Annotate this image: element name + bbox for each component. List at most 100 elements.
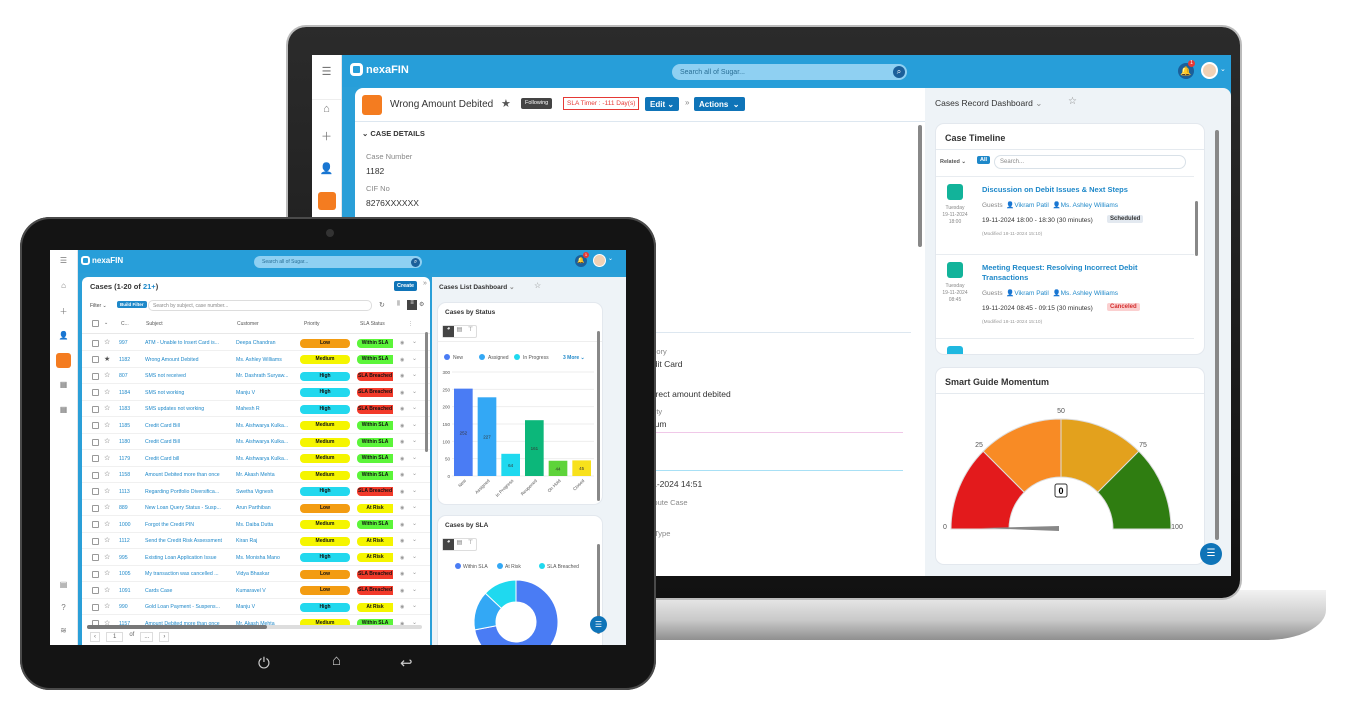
guest-link[interactable]: Ms. Ashley Williams <box>1060 290 1119 297</box>
actions-button[interactable]: Actions ⌄ <box>694 97 745 111</box>
customer-link[interactable]: Arun Parthiban <box>236 505 271 511</box>
row-checkbox[interactable] <box>92 389 99 396</box>
filter-icon[interactable]: ⊤ <box>467 327 474 333</box>
subject-link[interactable]: ATM - Unable to Insert Card is... <box>145 340 219 346</box>
row-checkbox[interactable] <box>92 537 99 545</box>
legend-more-link[interactable]: 3 More ⌄ <box>563 355 585 361</box>
customer-link[interactable]: Manju V <box>236 604 256 610</box>
favorite-star-icon[interactable]: ☆ <box>104 537 111 544</box>
logo[interactable]: nexaFIN <box>81 256 123 265</box>
customer-link[interactable]: Kiran Raj <box>236 538 258 544</box>
customer-link[interactable]: Swetha Vignesh <box>236 488 274 495</box>
case-number-link[interactable]: 1179 <box>119 455 131 462</box>
chevron-down-icon[interactable]: ⌄ <box>412 586 418 593</box>
chevron-down-icon[interactable]: ⌄ <box>412 438 418 444</box>
favorite-star-icon[interactable]: ☆ <box>104 619 111 626</box>
count-link[interactable]: 21+ <box>142 282 156 291</box>
legend-label[interactable]: At Risk <box>505 564 521 570</box>
prev-page-button[interactable]: ‹ <box>90 632 100 642</box>
preview-eye-icon[interactable]: ◉ <box>400 554 405 561</box>
row-checkbox[interactable] <box>92 405 99 413</box>
customer-link[interactable]: Ms. Aishwarya Kulka... <box>236 455 289 462</box>
bell-icon[interactable]: 🔔 <box>1178 63 1194 79</box>
grid-icon[interactable]: ▦ <box>59 405 68 414</box>
search-icon[interactable]: ⌕ <box>411 257 420 267</box>
customer-link[interactable]: Ms. Aishwarya Kulka... <box>236 422 289 429</box>
favorite-star-icon[interactable]: ☆ <box>104 487 111 495</box>
case-number-link[interactable]: 1180 <box>119 439 131 445</box>
row-checkbox[interactable] <box>92 471 99 479</box>
star-icon[interactable]: ☆ <box>534 281 542 290</box>
settings-icon[interactable]: ⚙ <box>419 302 425 308</box>
table-row[interactable]: ☆ 990 Gold Loan Payment - Suspens... Man… <box>82 599 430 615</box>
chevron-down-icon[interactable]: ⌄ <box>412 537 418 543</box>
dashboard-title[interactable]: Cases Record Dashboard ⌄ <box>935 98 1043 108</box>
case-number-link[interactable]: 995 <box>119 554 128 561</box>
preview-eye-icon[interactable]: ◉ <box>400 406 405 412</box>
timeline-title-link[interactable]: Meeting Request: Resolving Incorrect Deb… <box>982 263 1138 282</box>
bar[interactable] <box>572 460 591 476</box>
guest-link[interactable]: Ms. Ashley Williams <box>1060 202 1119 209</box>
preview-eye-icon[interactable]: ◉ <box>400 422 405 429</box>
chevron-down-icon[interactable]: ⌄ <box>412 487 418 494</box>
row-checkbox[interactable] <box>92 488 99 495</box>
create-button[interactable]: Create <box>394 281 418 291</box>
favorite-star-icon[interactable]: ★ <box>104 355 111 363</box>
customer-link[interactable]: Ms. Monisha Mano <box>236 554 280 561</box>
row-checkbox[interactable] <box>92 603 99 611</box>
case-number-link[interactable]: 1091 <box>119 587 131 594</box>
legend-label[interactable]: SLA Breached <box>547 564 579 570</box>
chevron-down-icon[interactable]: ⌄ <box>412 355 418 362</box>
table-row[interactable]: ☆ 807 SMS not received Mr. Dashrath Sury… <box>82 368 430 384</box>
avatar[interactable] <box>593 254 606 267</box>
customer-link[interactable]: Ms. Aishwarya Kulka... <box>236 439 289 445</box>
customer-link[interactable]: Mahesh R <box>236 406 260 412</box>
favorite-star-icon[interactable]: ☆ <box>104 388 111 396</box>
bar[interactable] <box>454 388 473 476</box>
table-row[interactable]: ☆ 1180 Credit Card Bill Ms. Aishwarya Ku… <box>82 434 430 450</box>
preview-eye-icon[interactable]: ◉ <box>400 439 405 445</box>
subject-link[interactable]: Amount Debited more than once <box>145 472 220 478</box>
row-checkbox[interactable] <box>92 438 99 446</box>
avatar[interactable] <box>1201 62 1218 79</box>
global-search[interactable]: Search all of Sugar... ⌕ <box>254 256 422 268</box>
subject-link[interactable]: Credit Card Bill <box>145 422 180 429</box>
row-checkbox[interactable] <box>92 570 99 578</box>
menu-icon[interactable]: ☰ <box>59 256 68 265</box>
more-options-icon[interactable]: ⋮ <box>408 321 413 327</box>
column-header[interactable]: SLA Status <box>360 321 385 327</box>
customer-link[interactable]: Manju V <box>236 389 256 396</box>
subject-link[interactable]: Wrong Amount Debited <box>145 356 199 363</box>
select-all-checkbox[interactable] <box>92 320 99 327</box>
chevron-down-icon[interactable]: ⌄ <box>104 320 109 326</box>
row-checkbox[interactable] <box>92 620 99 625</box>
chevron-down-icon[interactable]: ⌄ <box>412 372 418 378</box>
subject-link[interactable]: Regarding Portfolio Diversifica... <box>145 488 220 495</box>
table-row[interactable]: ☆ 997 ATM - Unable to Insert Card is... … <box>82 335 430 351</box>
favorite-star-icon[interactable]: ☆ <box>104 421 111 429</box>
table-row[interactable]: ☆ 1183 SMS updates not working Mahesh R … <box>82 401 430 417</box>
row-checkbox[interactable] <box>92 356 99 363</box>
favorite-star-icon[interactable]: ☆ <box>104 603 111 610</box>
home-icon[interactable]: ⌂ <box>332 652 342 669</box>
preview-eye-icon[interactable]: ◉ <box>400 340 405 346</box>
all-filter-button[interactable]: All <box>977 156 991 164</box>
timeline-item[interactable]: Discussion on Debit Issues & Next Steps T… <box>936 176 1194 250</box>
table-row[interactable]: ☆ 1179 Credit Card bill Ms. Aishwarya Ku… <box>82 451 430 467</box>
favorite-star-icon[interactable]: ☆ <box>104 520 111 528</box>
home-icon[interactable]: ⌂ <box>312 99 341 115</box>
row-checkbox[interactable] <box>92 339 99 347</box>
donut-slice[interactable] <box>484 579 517 610</box>
subject-link[interactable]: Credit Card bill <box>145 455 180 462</box>
table-row[interactable]: ☆ 1113 Regarding Portfolio Diversifica..… <box>82 484 430 500</box>
column-header[interactable]: Customer <box>237 321 259 327</box>
preview-eye-icon[interactable]: ◉ <box>400 488 405 495</box>
chevron-down-icon[interactable]: ⌄ <box>412 454 418 461</box>
subject-link[interactable]: SMS not received <box>145 373 186 379</box>
row-checkbox[interactable] <box>92 521 99 528</box>
chevron-down-icon[interactable]: ⌄ <box>412 471 418 477</box>
help-icon[interactable]: ? <box>61 603 66 612</box>
chevron-down-icon[interactable]: ⌄ <box>608 256 614 262</box>
bar[interactable] <box>501 453 520 476</box>
scrollbar[interactable] <box>918 125 922 247</box>
